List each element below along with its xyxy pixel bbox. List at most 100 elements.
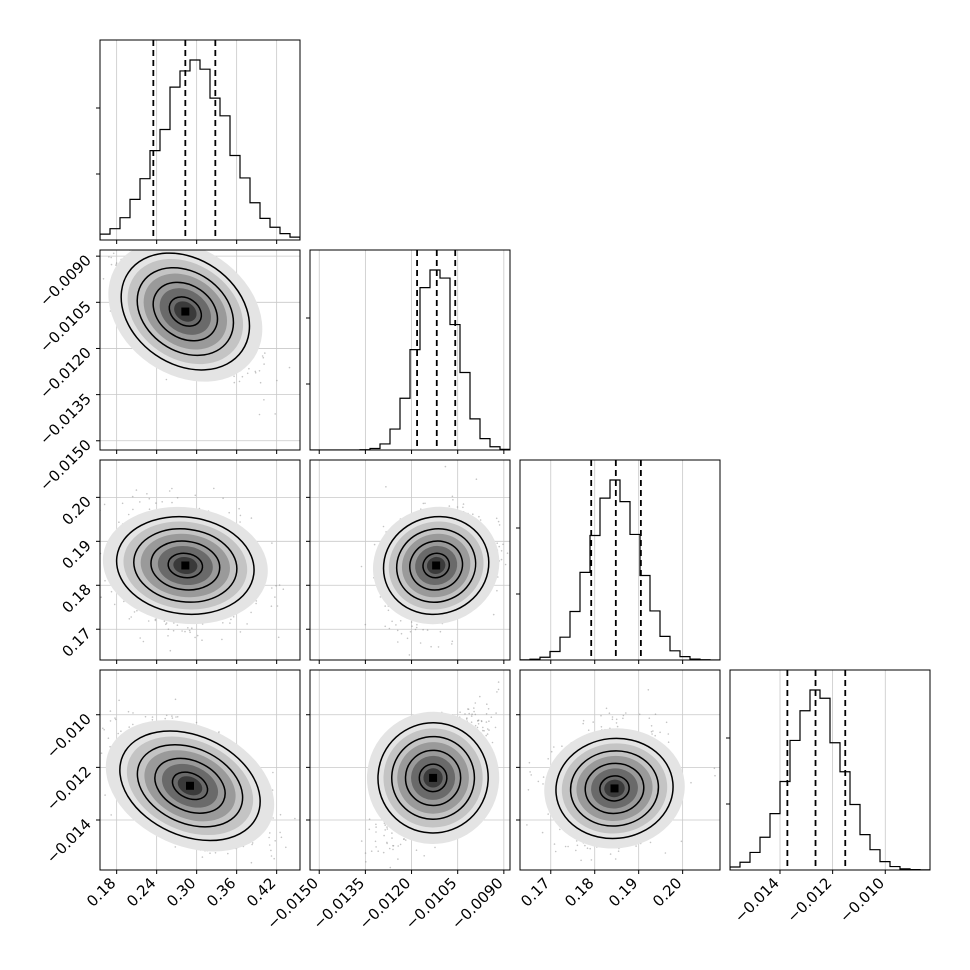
scatter-point: [410, 621, 413, 623]
scatter-point: [115, 262, 118, 264]
scatter-point: [391, 837, 393, 839]
scatter-point: [365, 861, 367, 863]
density-contour: [136, 743, 244, 828]
y-tick-label: −0.010: [43, 710, 95, 762]
scatter-point: [136, 609, 138, 612]
scatter-point: [97, 586, 99, 588]
scatter-point: [165, 623, 167, 626]
scatter-point: [135, 489, 138, 491]
scatter-point: [113, 603, 116, 606]
scatter-point: [233, 375, 235, 378]
scatter-point: [118, 699, 120, 702]
scatter-point: [171, 717, 174, 719]
scatter-point: [171, 501, 173, 504]
scatter-point: [246, 372, 249, 375]
scatter-point: [279, 831, 281, 834]
scatter-point: [279, 899, 281, 901]
scatter-point: [406, 637, 409, 640]
scatter-point: [608, 712, 611, 714]
scatter-point: [274, 596, 276, 598]
scatter-point: [102, 727, 104, 730]
scatter-point: [495, 517, 498, 520]
scatter-point: [373, 543, 376, 546]
scatter-point: [397, 641, 399, 643]
scatter-point: [422, 502, 425, 505]
scatter-point: [471, 713, 473, 715]
scatter-point: [395, 624, 397, 626]
scatter-point: [107, 737, 110, 739]
scatter-point: [382, 851, 385, 854]
scatter-point: [263, 363, 265, 365]
scatter-point: [452, 499, 454, 501]
scatter-point: [171, 715, 173, 717]
scatter-point: [251, 842, 254, 844]
scatter-point: [262, 356, 265, 359]
panel-frame: [309, 459, 511, 661]
scatter-point: [288, 366, 291, 369]
scatter-point: [375, 831, 377, 833]
panel-content: [310, 250, 510, 450]
scatter-point: [273, 857, 276, 860]
scatter-point: [132, 712, 134, 714]
scatter-point: [128, 726, 130, 728]
y-tick-label: 0.19: [58, 536, 94, 572]
scatter-point: [88, 240, 90, 242]
scatter-point: [61, 545, 63, 547]
scatter-point: [467, 708, 470, 710]
scatter-point: [272, 817, 274, 819]
scatter-point: [176, 624, 179, 626]
density-contour: [404, 749, 462, 807]
scatter-point: [586, 847, 589, 849]
scatter-point: [375, 826, 377, 828]
scatter-point: [488, 729, 490, 731]
x-tick-label: 0.24: [123, 874, 159, 910]
scatter-point: [383, 834, 385, 837]
scatter-point: [665, 721, 668, 724]
scatter-point: [174, 698, 177, 701]
scatter-point: [258, 413, 261, 416]
density-contour: [422, 552, 451, 579]
scatter-point: [91, 225, 93, 227]
scatter-point: [486, 733, 489, 735]
scatter-point: [131, 495, 134, 498]
scatter-point: [611, 716, 614, 718]
scatter-point: [181, 630, 183, 632]
scatter-point: [456, 506, 459, 508]
scatter-point: [414, 628, 417, 631]
scatter-point: [118, 237, 120, 239]
scatter-point: [127, 710, 130, 713]
scatter-point: [169, 649, 172, 652]
panel-frame: [309, 669, 511, 871]
scatter-point: [268, 844, 271, 846]
scatter-point: [272, 771, 274, 774]
scatter-point: [370, 871, 372, 873]
y-tick-label: 0.20: [58, 492, 94, 528]
scatter-point: [139, 637, 141, 639]
scatter-point: [479, 695, 481, 698]
scatter-point: [97, 268, 99, 270]
y-tick-label: −0.014: [43, 815, 95, 867]
panel-frame: [99, 39, 301, 241]
scatter-point: [274, 840, 277, 842]
scatter-point: [163, 620, 166, 622]
scatter-point: [165, 378, 168, 381]
scatter-point: [238, 507, 240, 510]
scatter-point: [268, 836, 270, 839]
scatter-point: [498, 545, 501, 548]
scatter-point: [479, 519, 482, 521]
scatter-point: [164, 717, 166, 720]
scatter-point: [100, 596, 102, 598]
scatter-point: [194, 636, 196, 639]
scatter-point: [277, 636, 280, 639]
scatter-point: [408, 654, 411, 656]
scatter-point: [650, 730, 653, 733]
scatter-point: [392, 848, 394, 851]
scatter-point: [218, 731, 220, 733]
scatter-point: [399, 620, 402, 622]
scatter-point: [422, 628, 424, 631]
scatter-point: [485, 721, 488, 723]
scatter-point: [255, 600, 258, 602]
scatter-point: [384, 605, 387, 607]
density-contour: [168, 296, 203, 327]
panel-3-1: −0.0150−0.0135−0.0120−0.0105−0.0090: [263, 669, 511, 933]
